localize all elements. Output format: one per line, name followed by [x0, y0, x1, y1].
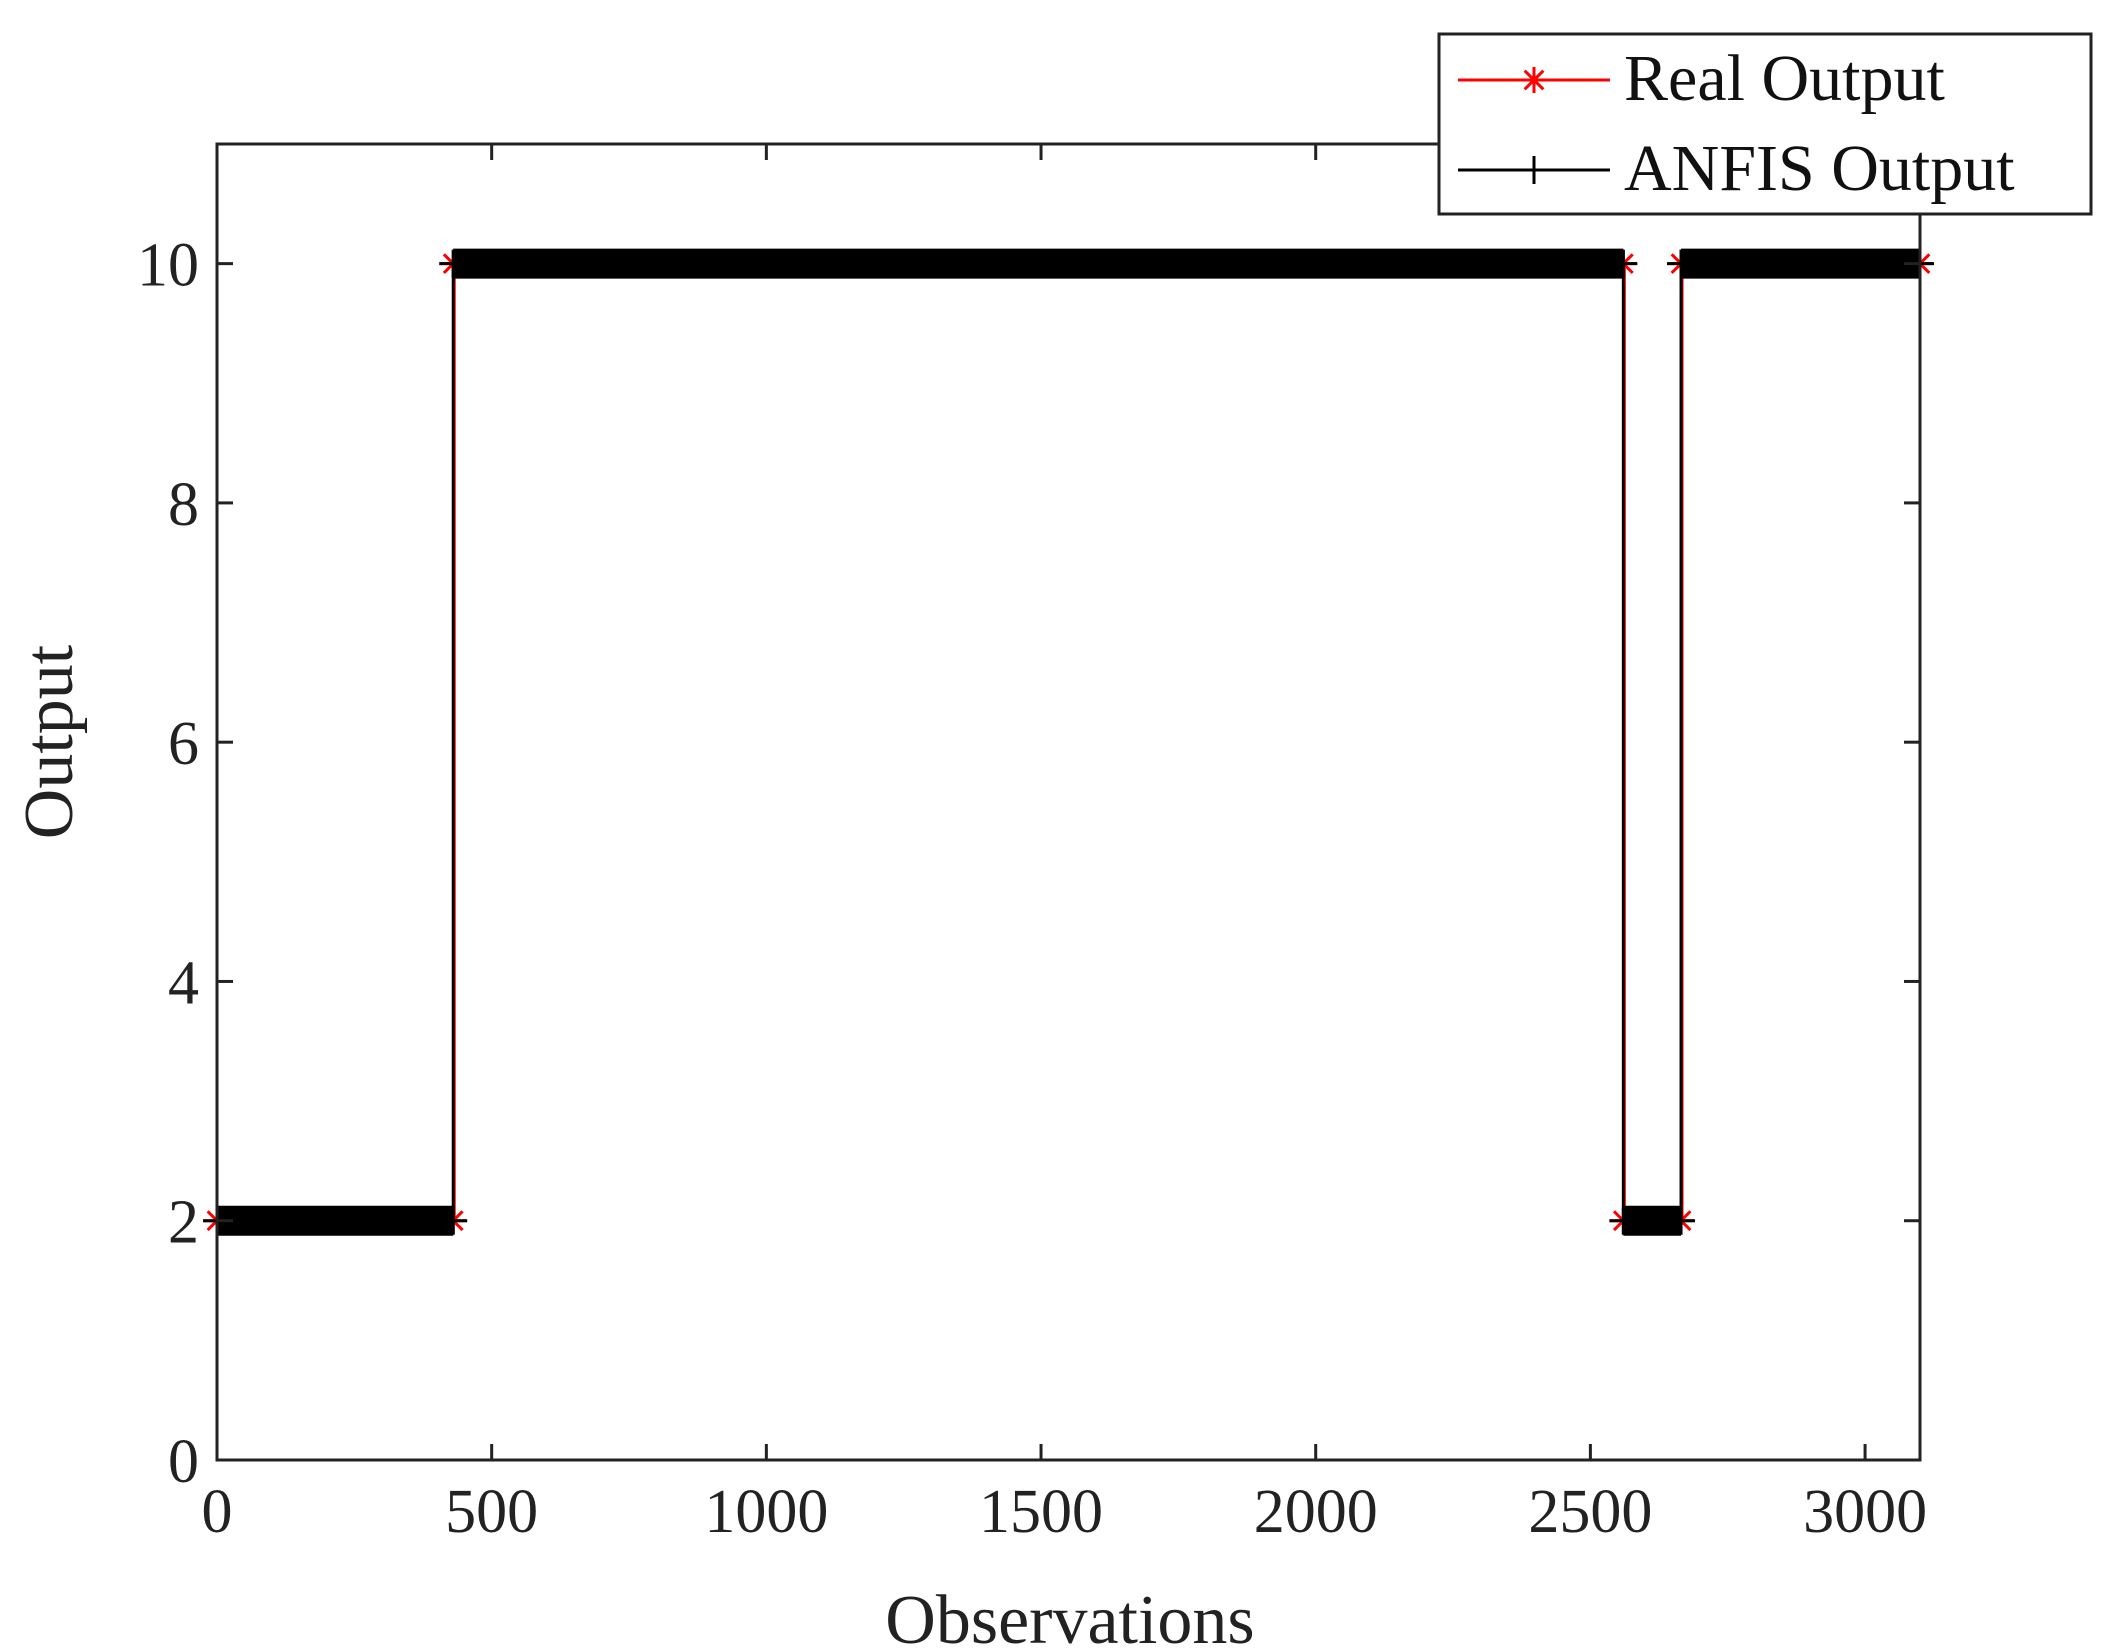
- series-layer: [203, 248, 1934, 1236]
- series-anfis-output: [203, 248, 1934, 1236]
- series-1-marker-1-0: [439, 249, 468, 278]
- series-1-marker-0-1: [439, 1206, 468, 1235]
- legend-asterisk-d2: [1523, 69, 1545, 91]
- y-tick-label-8: 8: [168, 471, 199, 539]
- y-tick-label-4: 4: [168, 949, 199, 1017]
- y-axis-label: Output: [11, 644, 88, 839]
- x-tick-label-2000: 2000: [1254, 1478, 1378, 1546]
- y-tick-label-2: 2: [168, 1189, 199, 1257]
- series-1-marker-3-0: [1667, 249, 1696, 278]
- x-tick-label-500: 500: [445, 1478, 538, 1546]
- x-axis-label: Observations: [885, 1582, 1254, 1652]
- legend-asterisk: [1521, 67, 1547, 93]
- legend-label-anfis: ANFIS Output: [1624, 132, 2015, 205]
- legend: Real Output ANFIS Output: [1437, 32, 2093, 216]
- series-1-marker-2-0: [1609, 1206, 1638, 1235]
- ticks-layer: 0 500 1000 1500 2000 2500 3000 0 2 4 6 8 10: [137, 144, 1927, 1546]
- x-tick-label-2500: 2500: [1528, 1478, 1652, 1546]
- y-tick-label-10: 10: [137, 232, 199, 300]
- y-tick-label-6: 6: [168, 710, 199, 778]
- x-tick-label-1500: 1500: [979, 1478, 1103, 1546]
- legend-plus: [1520, 156, 1548, 184]
- x-tick-label-0: 0: [202, 1478, 233, 1546]
- series-1-marker-1-1: [1609, 249, 1638, 278]
- legend-label-real: Real Output: [1624, 42, 1945, 115]
- legend-box: [1437, 32, 2093, 216]
- y-tick-label-0: 0: [168, 1428, 199, 1496]
- legend-marker-real-asterisk: [1521, 67, 1547, 93]
- x-tick-label-1000: 1000: [704, 1478, 828, 1546]
- legend-marker-anfis-plus: [1520, 156, 1548, 184]
- x-tick-label-3000: 3000: [1803, 1478, 1927, 1546]
- axes-layer: [215, 142, 1922, 1462]
- series-1-marker-2-1: [1667, 1206, 1696, 1235]
- axes-box: [215, 142, 1922, 1462]
